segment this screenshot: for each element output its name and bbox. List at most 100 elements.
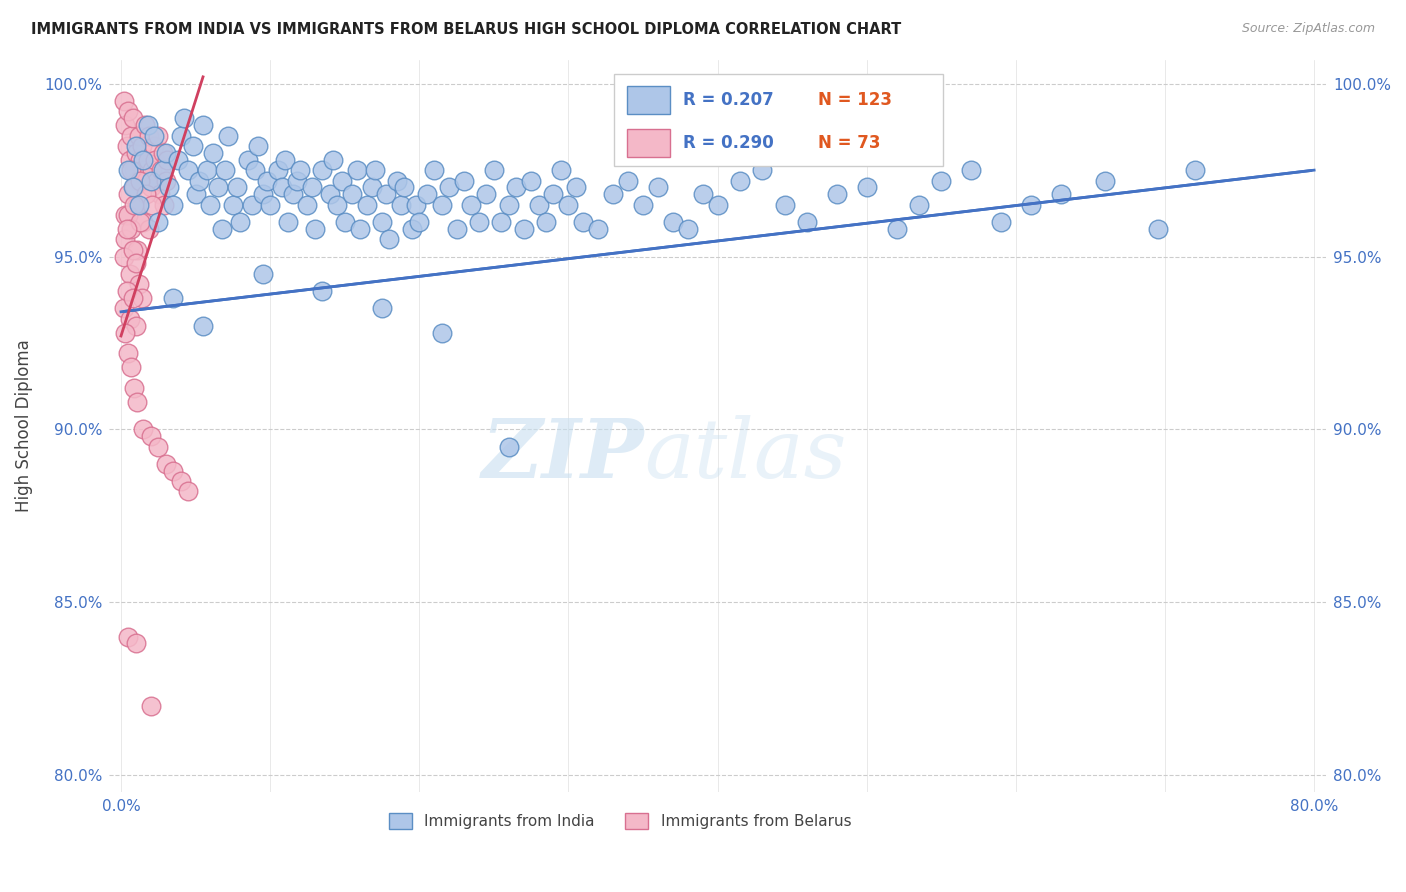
Point [565,180,588,194]
Point [128,197,150,211]
Text: Source: ZipAtlas.com: Source: ZipAtlas.com [1241,22,1375,36]
Point [114,208,136,222]
Point [141,163,163,178]
Point [378,232,401,246]
Point [520,173,543,187]
Point [908,197,931,211]
Point [125,256,148,270]
Point [960,163,983,178]
Point [281,187,304,202]
Point [416,187,439,202]
Point [122,243,145,257]
Point [152,145,174,160]
Point [240,197,263,211]
Point [152,163,174,178]
Point [124,197,146,211]
Point [127,197,149,211]
Point [181,139,204,153]
Point [112,94,135,108]
Point [117,208,139,222]
Point [512,222,534,236]
Point [274,153,297,167]
Point [124,163,146,178]
Text: IMMIGRANTS FROM INDIA VS IMMIGRANTS FROM BELARUS HIGH SCHOOL DIPLOMA CORRELATION: IMMIGRANTS FROM INDIA VS IMMIGRANTS FROM… [31,22,901,37]
Point [266,163,288,178]
Point [142,128,165,143]
Point [132,153,155,167]
Point [423,163,446,178]
Point [139,698,162,713]
Point [330,173,353,187]
Point [120,222,142,236]
Point [162,464,184,478]
Point [319,187,342,202]
Point [371,215,394,229]
Point [1146,222,1168,236]
Point [543,187,565,202]
Point [129,153,152,167]
Point [117,163,139,178]
Point [114,118,136,132]
Point [127,394,149,409]
Point [166,153,188,167]
Point [148,128,170,143]
Point [187,173,209,187]
Point [115,222,138,236]
Point [346,163,368,178]
Point [728,173,751,187]
Point [162,291,184,305]
Point [169,128,191,143]
Point [586,222,609,236]
Point [288,163,311,178]
Point [134,118,156,132]
Point [139,173,162,187]
Point [128,128,150,143]
Point [197,163,219,178]
Point [505,180,527,194]
Point [136,118,159,132]
Point [112,301,135,316]
Point [229,215,252,229]
Point [371,301,394,316]
Point [602,187,624,202]
Point [127,243,149,257]
Point [153,197,176,211]
Point [169,474,191,488]
Point [773,197,796,211]
Point [184,187,207,202]
Point [796,215,818,229]
Point [1049,187,1071,202]
Point [117,346,139,360]
Point [117,630,139,644]
Point [149,187,172,202]
Point [129,215,152,229]
Point [617,173,640,187]
Point [122,291,145,305]
Text: ZIP: ZIP [482,415,644,495]
Point [647,180,669,194]
Point [146,173,169,187]
Point [301,180,323,194]
Point [143,153,166,167]
Point [460,197,482,211]
Point [173,112,195,126]
Point [141,197,163,211]
Point [247,139,270,153]
Point [326,197,349,211]
Point [825,187,848,202]
Point [207,180,229,194]
Point [191,318,214,333]
Point [114,326,136,340]
Point [155,145,177,160]
Legend: Immigrants from India, Immigrants from Belarus: Immigrants from India, Immigrants from B… [382,807,858,836]
Point [498,440,520,454]
Y-axis label: High School Diploma: High School Diploma [15,339,32,512]
Point [340,187,363,202]
Point [662,215,685,229]
Point [751,163,773,178]
Point [114,232,136,246]
Point [191,118,214,132]
Point [132,215,155,229]
Point [115,284,138,298]
Point [118,267,141,281]
